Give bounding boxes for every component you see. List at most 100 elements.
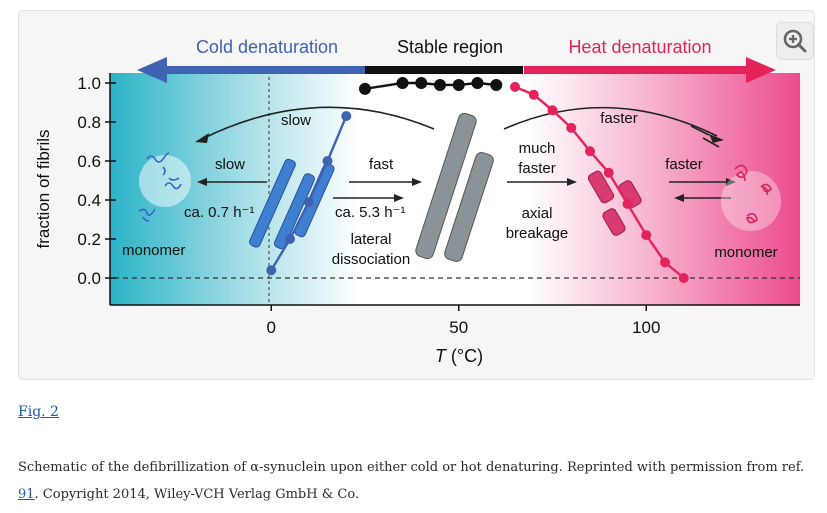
heat-fragment-3	[602, 208, 626, 236]
cold-denaturation-label: Cold denaturation	[196, 37, 338, 57]
x-axis-label-unit: (°C)	[446, 346, 483, 366]
x-ticks: 0 50 100	[267, 305, 660, 337]
much-label: much	[519, 140, 556, 157]
heat-data-point	[566, 122, 577, 133]
heat-fragment-1	[587, 170, 615, 204]
cold-monomer-squiggles	[138, 152, 191, 222]
zoom-in-icon	[783, 29, 807, 53]
y-tick-label: 1.0	[77, 74, 101, 93]
region-header: Cold denaturation Stable region Heat den…	[137, 37, 776, 83]
faster-top-label: faster	[600, 110, 638, 127]
faster-arrow-2-head	[674, 194, 684, 202]
stable-fibrils	[415, 112, 494, 262]
stable-region-label: Stable region	[397, 37, 503, 57]
heat-data-point	[660, 257, 670, 268]
stable-data-point	[359, 82, 371, 95]
cold-fibril-2	[273, 173, 315, 250]
squiggle-4	[734, 164, 748, 182]
reference-link[interactable]: 91	[18, 487, 35, 502]
cold-arrow	[137, 57, 365, 83]
caption-text: Schematic of the defibrillization of α-s…	[18, 460, 805, 475]
x-tick-label: 100	[632, 318, 660, 337]
right-arc-arrowhead	[709, 134, 724, 143]
stable-data-point	[434, 78, 446, 91]
heat-series-line	[514, 85, 685, 279]
slow-top-label: slow	[281, 112, 311, 129]
cold-data-point	[322, 156, 333, 166]
heat-arrow	[524, 57, 776, 83]
figure-container: Cold denaturation Stable region Heat den…	[18, 10, 815, 380]
y-tick-label: 0.0	[77, 269, 101, 288]
y-tick-label: 0.8	[77, 113, 101, 132]
figure-link[interactable]: Fig. 2	[18, 404, 59, 420]
y-tick-label: 0.2	[77, 230, 101, 249]
x-axis-label: T (°C)	[435, 346, 483, 366]
lateral-label: lateral	[351, 231, 392, 248]
x-axis-label-var: T	[435, 346, 448, 366]
stable-data-point	[490, 78, 503, 91]
dissociation-label: dissociation	[332, 251, 410, 268]
stable-fibril-1	[415, 112, 477, 260]
right-arc-tail	[702, 137, 720, 148]
caption-copyright: . Copyright 2014, Wiley-VCH Verlag GmbH …	[34, 487, 360, 502]
rate-arrows	[197, 178, 736, 202]
cold-data-point	[303, 196, 314, 207]
cold-monomer-glow	[139, 155, 191, 207]
zoom-button[interactable]	[776, 22, 814, 60]
slow-left-label: slow	[215, 156, 245, 173]
figure-caption: Schematic of the defibrillization of α-s…	[18, 454, 808, 508]
monomer-left-label: monomer	[122, 242, 185, 259]
squiggle-6	[746, 212, 758, 224]
rate-cold-label: ca. 0.7 h⁻¹	[184, 204, 254, 221]
cold-fibril-1	[249, 158, 296, 248]
cold-fibrils	[249, 158, 335, 250]
squiggle-5	[760, 183, 772, 196]
right-arc	[503, 106, 718, 137]
heat-data-point	[678, 273, 689, 283]
data-series	[266, 77, 689, 283]
heat-fibril-fragments	[587, 170, 642, 236]
heat-data-point	[510, 81, 520, 92]
heat-data-point	[528, 89, 539, 100]
faster-arrow-head	[726, 178, 736, 186]
monomer-right-label: monomer	[714, 244, 777, 261]
cold-data-point	[285, 234, 295, 244]
x-tick-label: 50	[449, 318, 468, 337]
heat-monomer-squiggles	[721, 164, 781, 231]
y-axis-label: fraction of fibrils	[34, 129, 53, 248]
stable-bar	[365, 66, 523, 74]
squiggle-2	[164, 177, 182, 190]
y-tick-label: 0.4	[77, 191, 101, 210]
process-arcs	[195, 106, 724, 148]
breakage-label: breakage	[506, 225, 569, 242]
y-ticks: 0.0 0.2 0.4 0.6 0.8 1.0	[77, 74, 116, 288]
axial-label: axial	[522, 205, 553, 222]
annotation-labels: slow slow ca. 0.7 h⁻¹ monomer fast ca. 5…	[122, 110, 778, 268]
fast-label: fast	[369, 156, 394, 173]
x-tick-label: 0	[267, 318, 276, 337]
y-tick-label: 0.6	[77, 152, 101, 171]
heat-data-point	[641, 230, 652, 241]
heat-data-point	[585, 146, 595, 157]
cold-data-point	[266, 265, 277, 276]
heat-data-point	[622, 198, 633, 209]
much-faster-label: faster	[518, 160, 556, 177]
figure-svg: Cold denaturation Stable region Heat den…	[34, 37, 800, 366]
stable-data-point	[452, 78, 465, 91]
slow-arrow-head	[197, 178, 207, 186]
heat-data-point	[547, 105, 558, 116]
stable-data-point	[471, 77, 484, 89]
faster-right-label: faster	[665, 156, 703, 173]
fast-arrow-head	[412, 178, 422, 186]
squiggle-1	[146, 152, 170, 176]
fast-arrow-2-head	[394, 194, 404, 202]
stable-data-point	[415, 77, 428, 89]
heat-denaturation-label: Heat denaturation	[568, 37, 711, 57]
left-arc	[201, 106, 435, 140]
heat-data-point	[603, 167, 614, 178]
stable-fibril-2	[444, 152, 494, 262]
rate-fast-label: ca. 5.3 h⁻¹	[335, 204, 405, 221]
left-arc-arrowhead	[195, 133, 209, 143]
cold-data-point	[341, 111, 352, 122]
squiggle-3	[138, 208, 156, 222]
